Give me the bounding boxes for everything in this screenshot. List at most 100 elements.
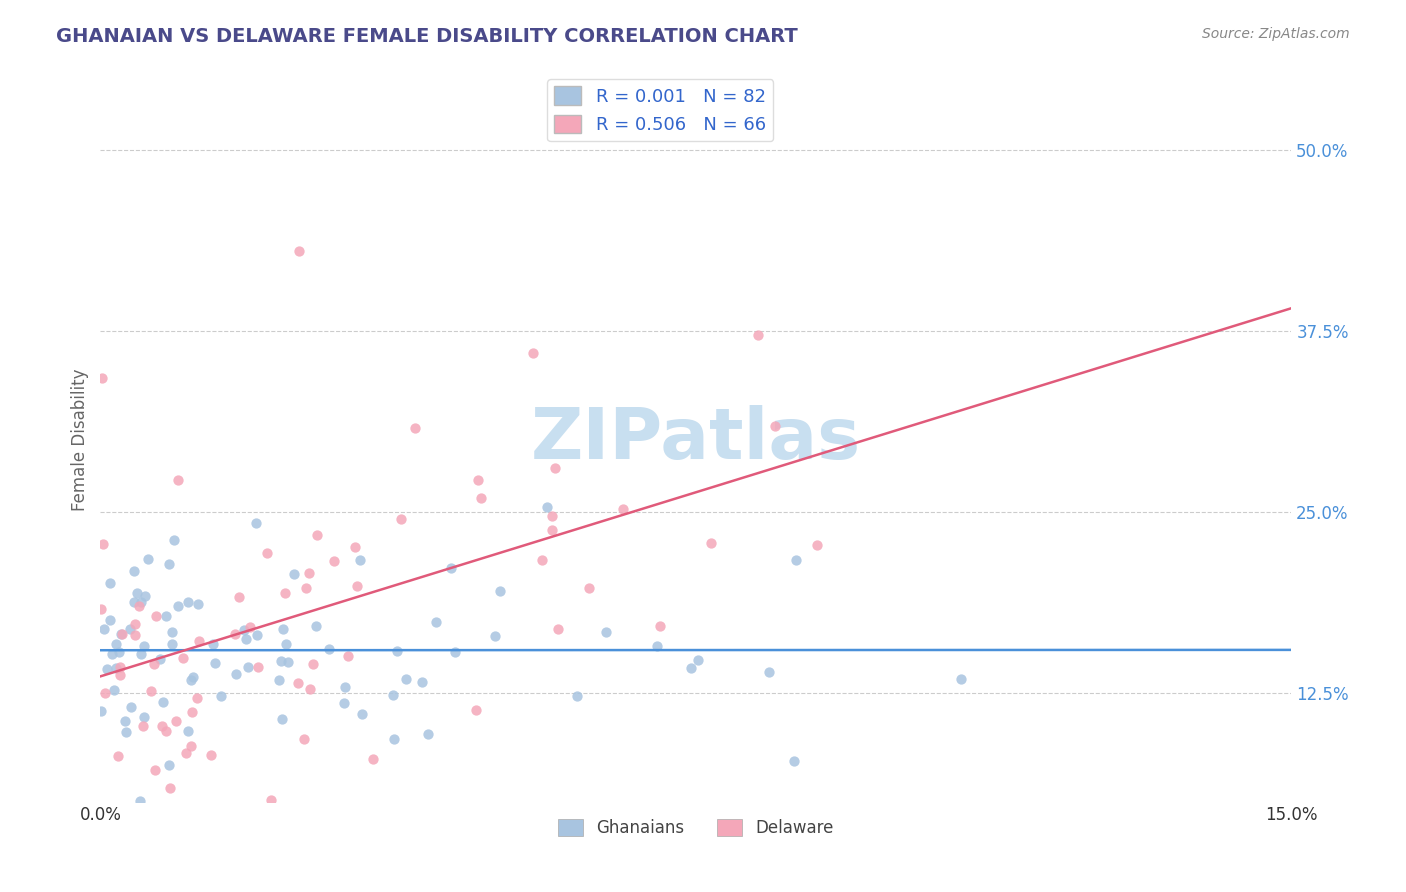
Point (122, 564, 145, 578)
Point (129, 794, 152, 808)
Point (547, 623, 569, 637)
Point (128, 599, 150, 613)
Point (333, 696, 356, 710)
Point (439, 561, 461, 575)
Point (287, 675, 309, 690)
Point (120, 622, 142, 636)
Point (155, 608, 177, 623)
Point (540, 509, 562, 524)
Point (484, 629, 506, 643)
Point (382, 688, 405, 702)
Point (132, 710, 155, 724)
Point (536, 500, 558, 514)
Point (155, 723, 177, 738)
Point (110, 627, 132, 641)
Point (162, 625, 184, 640)
Point (543, 461, 565, 475)
Point (650, 619, 672, 633)
Point (302, 657, 325, 672)
Point (758, 665, 780, 680)
Point (159, 780, 181, 795)
Point (107, 644, 129, 658)
Point (129, 647, 152, 661)
Point (270, 712, 292, 726)
Point (177, 595, 200, 609)
Point (239, 620, 262, 634)
Point (129, 595, 152, 609)
Point (115, 724, 138, 739)
Point (949, 672, 972, 686)
Point (163, 533, 186, 548)
Text: Source: ZipAtlas.com: Source: ZipAtlas.com (1202, 27, 1350, 41)
Point (700, 536, 723, 550)
Point (418, 727, 440, 741)
Point (93, 537, 115, 551)
Point (104, 637, 127, 651)
Point (134, 639, 156, 653)
Point (350, 706, 373, 721)
Point (305, 619, 328, 633)
Point (256, 546, 278, 560)
Point (107, 748, 129, 763)
Point (232, 624, 254, 638)
Point (187, 597, 209, 611)
Point (283, 566, 305, 581)
Point (152, 695, 174, 709)
Point (186, 690, 208, 705)
Point (336, 648, 359, 663)
Point (333, 680, 356, 694)
Point (411, 675, 433, 690)
Point (93, 622, 115, 636)
Point (318, 642, 340, 657)
Point (382, 732, 405, 747)
Point (200, 748, 222, 763)
Point (110, 627, 132, 641)
Point (295, 582, 318, 596)
Text: GHANAIAN VS DELAWARE FEMALE DISABILITY CORRELATION CHART: GHANAIAN VS DELAWARE FEMALE DISABILITY C… (56, 27, 799, 45)
Point (595, 625, 617, 640)
Point (686, 653, 709, 667)
Point (132, 719, 155, 733)
Point (136, 552, 159, 566)
Text: ZIPatlas: ZIPatlas (531, 405, 860, 474)
Point (763, 418, 786, 433)
Point (292, 731, 315, 746)
Point (201, 637, 224, 651)
Point (394, 672, 416, 686)
Point (134, 590, 156, 604)
Point (531, 553, 554, 567)
Point (157, 557, 180, 571)
Point (361, 752, 384, 766)
Point (522, 345, 544, 359)
Point (467, 473, 489, 487)
Point (209, 690, 232, 704)
Point (541, 523, 564, 537)
Point (565, 689, 588, 703)
Point (305, 528, 328, 542)
Point (245, 516, 267, 530)
Point (246, 627, 269, 641)
Point (747, 327, 769, 342)
Point (247, 660, 270, 674)
Point (103, 683, 125, 698)
Point (143, 657, 166, 672)
Point (98, 613, 121, 627)
Point (425, 615, 447, 629)
Point (297, 566, 319, 581)
Point (224, 626, 246, 640)
Point (108, 668, 131, 682)
Point (349, 552, 371, 566)
Point (177, 723, 200, 738)
Point (90, 704, 112, 718)
Point (98, 576, 121, 591)
Point (104, 661, 127, 675)
Point (444, 644, 467, 658)
Point (124, 628, 146, 642)
Point (645, 639, 668, 653)
Point (143, 763, 166, 777)
Point (612, 501, 634, 516)
Point (785, 553, 807, 567)
Point (385, 644, 408, 658)
Point (157, 757, 180, 772)
Point (181, 706, 204, 720)
